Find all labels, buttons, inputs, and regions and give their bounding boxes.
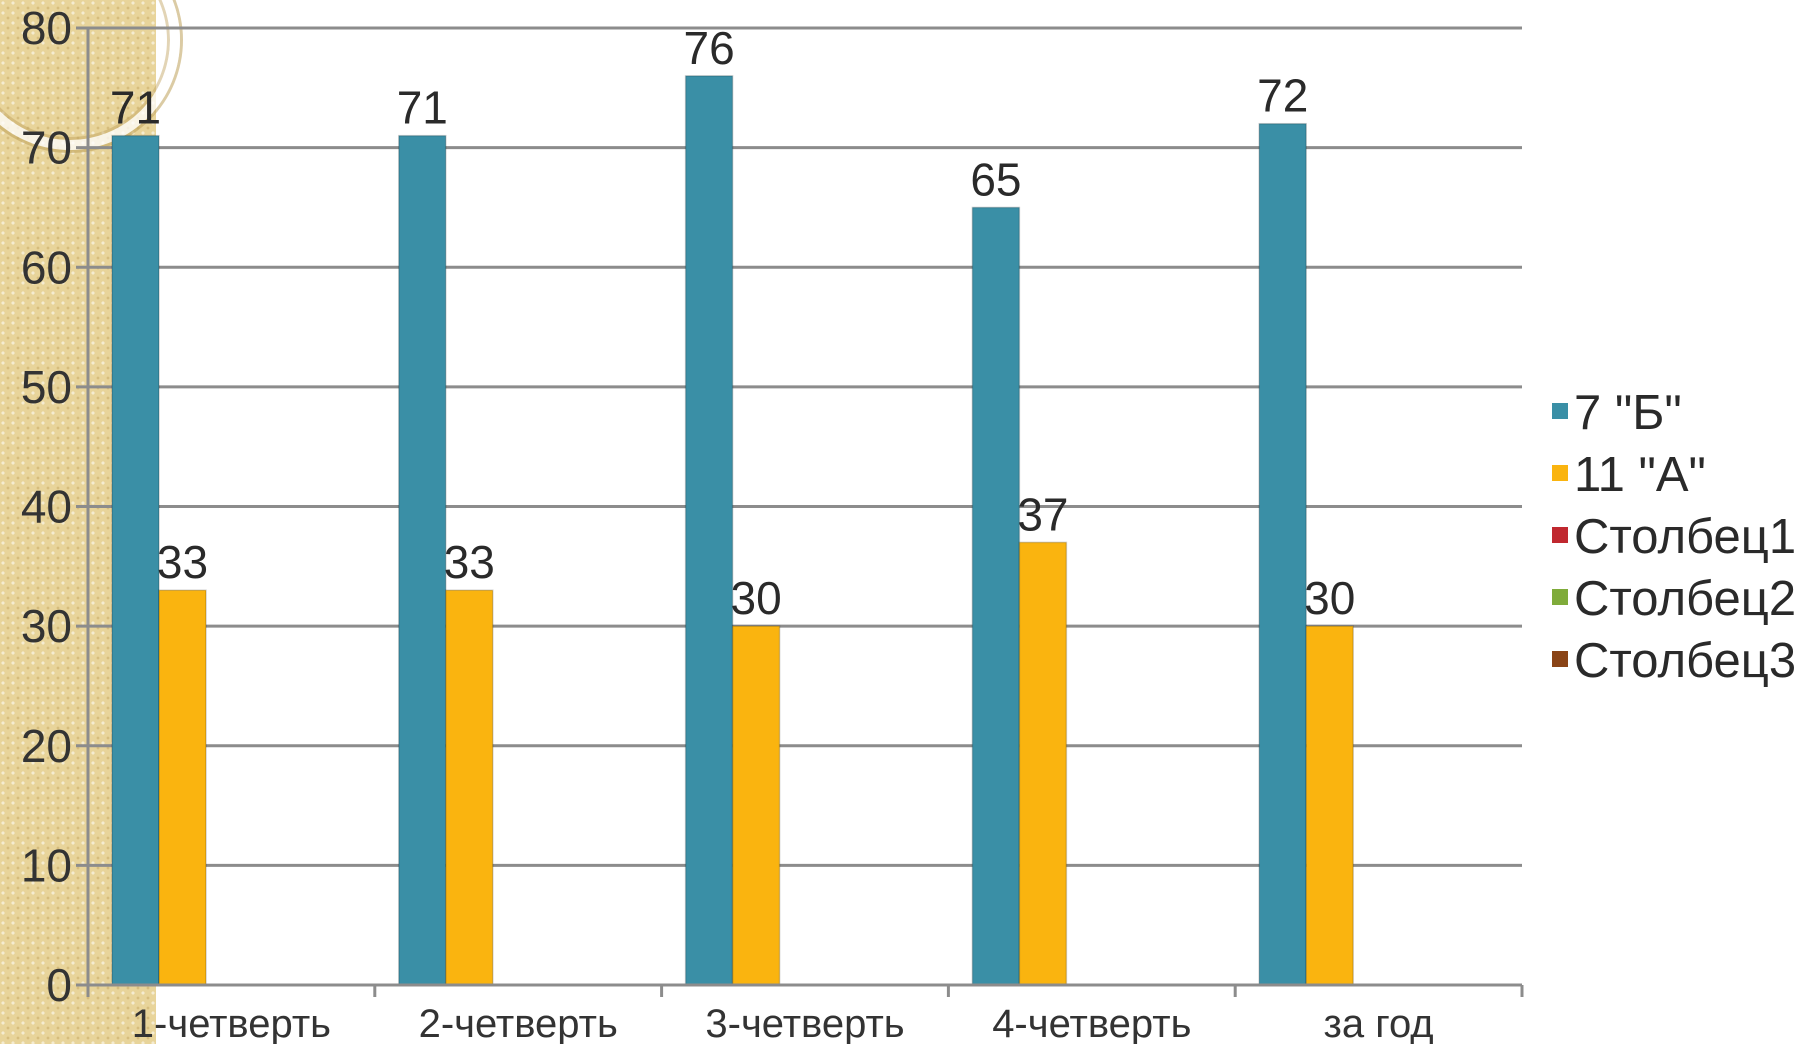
axes [76, 26, 1524, 997]
bar [1258, 122, 1307, 986]
labels: 0 10 20 30 40 50 60 70 80 71 33 1-четверть 71 33 2-чет… [21, 2, 1434, 1044]
bar [1305, 625, 1354, 986]
bar [731, 625, 781, 986]
data-label: 30 [731, 572, 782, 624]
x-category-label: 4-четверть [992, 1002, 1191, 1044]
legend-swatch [1552, 527, 1568, 543]
data-label: 71 [110, 82, 161, 134]
y-tick-label: 20 [21, 720, 72, 772]
y-tick-label: 0 [46, 959, 72, 1011]
y-tick-label: 60 [21, 241, 72, 293]
data-label: 33 [444, 536, 495, 588]
legend-swatch [1552, 403, 1568, 419]
bars [111, 75, 1354, 986]
y-tick-label: 70 [21, 122, 72, 174]
y-tick-label: 40 [21, 481, 72, 533]
legend-swatch [1552, 465, 1568, 481]
legend-swatch [1552, 589, 1568, 605]
bar [445, 589, 494, 986]
data-label: 76 [684, 22, 735, 74]
data-label: 72 [1257, 70, 1308, 122]
legend-label: Столбец2 [1574, 572, 1796, 626]
x-category-label: 2-четверть [419, 1002, 618, 1044]
legend-label: 7 "Б" [1574, 386, 1682, 440]
legend-label: Столбец1 [1574, 510, 1796, 564]
x-category-label: 1-четверть [132, 1002, 331, 1044]
x-category-label: за год [1324, 1002, 1434, 1044]
data-label: 37 [1017, 488, 1068, 540]
data-label: 71 [397, 82, 448, 134]
data-label: 30 [1304, 572, 1355, 624]
bar [971, 206, 1021, 986]
legend: 7 "Б" 11 "А" Столбец1 Столбец2 Столбец3 [1552, 386, 1796, 688]
bar [158, 589, 207, 986]
y-tick-label: 50 [21, 361, 72, 413]
y-tick-label: 10 [21, 839, 72, 891]
bar [684, 75, 734, 986]
legend-label: 11 "А" [1574, 448, 1706, 502]
x-category-label: 3-четверть [705, 1002, 904, 1044]
legend-label: Столбец3 [1574, 634, 1796, 688]
data-label: 65 [970, 153, 1021, 205]
y-tick-label: 30 [21, 600, 72, 652]
legend-swatch [1552, 651, 1568, 667]
data-label: 33 [157, 536, 208, 588]
bar [1018, 541, 1068, 986]
y-tick-label: 80 [21, 2, 72, 54]
bar [398, 134, 447, 986]
bar [111, 134, 160, 986]
